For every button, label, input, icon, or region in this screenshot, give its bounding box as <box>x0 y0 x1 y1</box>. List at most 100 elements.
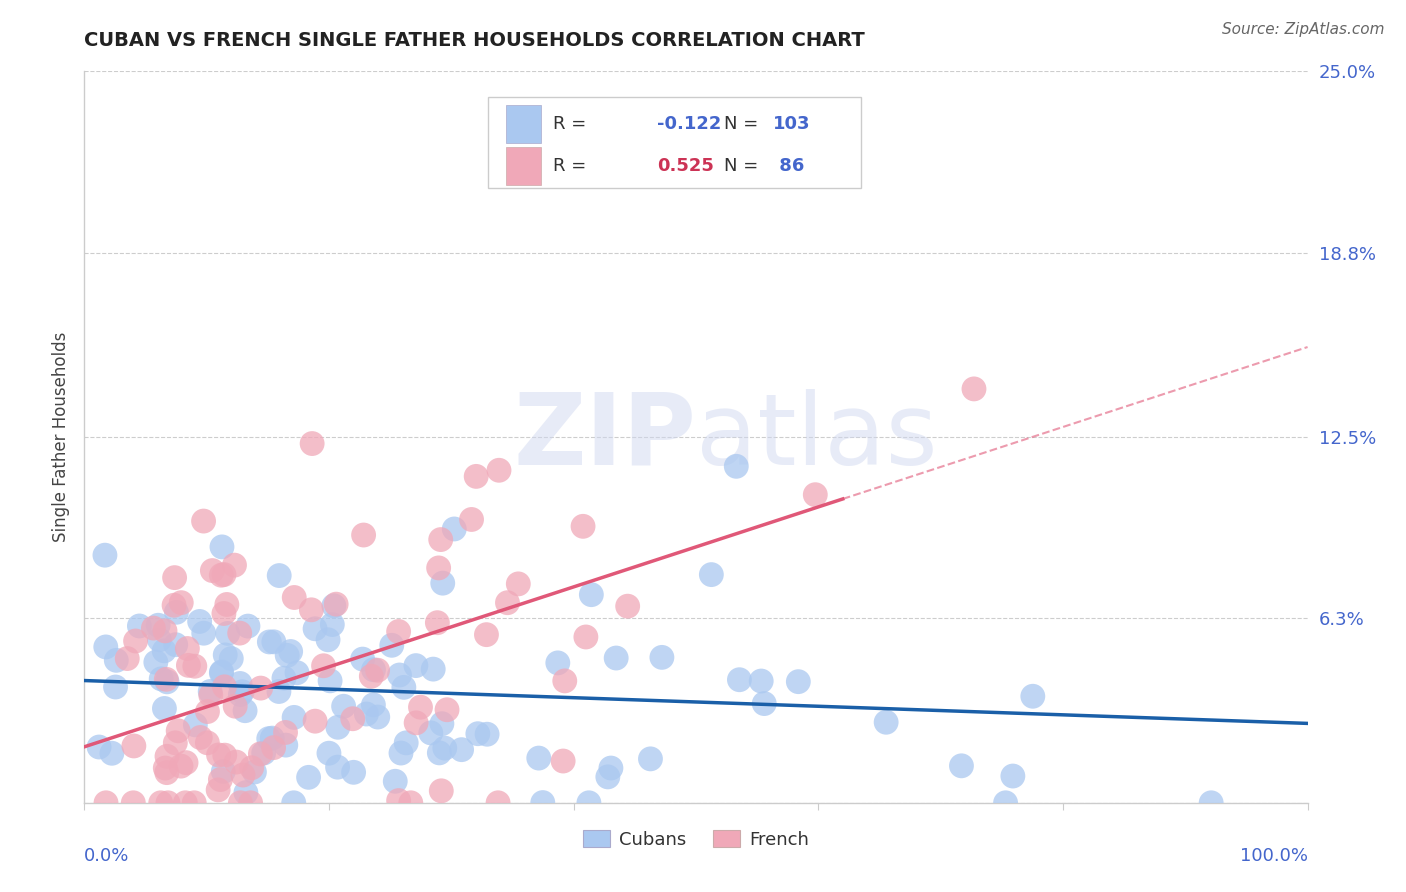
Text: N =: N = <box>724 157 763 175</box>
Point <box>651 650 673 665</box>
Point <box>389 746 412 760</box>
Point <box>875 715 897 730</box>
Point <box>236 619 259 633</box>
Point <box>299 603 322 617</box>
Point <box>259 635 281 649</box>
Point <box>409 700 432 714</box>
Point <box>749 673 772 688</box>
Point <box>176 641 198 656</box>
Point <box>212 607 235 621</box>
Text: 100.0%: 100.0% <box>1240 847 1308 864</box>
Point <box>145 655 167 669</box>
Point <box>304 714 326 728</box>
Point <box>427 561 450 575</box>
Point <box>87 739 110 754</box>
Point <box>388 624 411 639</box>
FancyBboxPatch shape <box>506 105 541 144</box>
Point <box>342 765 364 780</box>
Point <box>700 567 723 582</box>
Point <box>381 638 404 652</box>
Point <box>188 615 211 629</box>
Point <box>155 673 177 687</box>
Point <box>572 519 595 533</box>
Point <box>249 681 271 695</box>
Point <box>211 665 233 679</box>
Point <box>201 564 224 578</box>
Point <box>488 463 510 477</box>
Point <box>195 736 218 750</box>
Point <box>467 727 489 741</box>
FancyBboxPatch shape <box>506 147 541 186</box>
Point <box>950 759 973 773</box>
Point <box>496 596 519 610</box>
Point <box>486 796 509 810</box>
Text: R =: R = <box>553 115 592 133</box>
Point <box>963 382 986 396</box>
Point <box>508 577 530 591</box>
Point <box>332 699 354 714</box>
Point <box>94 640 117 654</box>
Point <box>326 760 349 774</box>
Text: -0.122: -0.122 <box>657 115 721 133</box>
Point <box>163 571 186 585</box>
Point <box>1022 690 1045 704</box>
Point <box>142 621 165 635</box>
Point <box>342 712 364 726</box>
Point <box>285 665 308 680</box>
Point <box>429 533 451 547</box>
Point <box>219 651 242 665</box>
Point <box>575 630 598 644</box>
Point <box>101 746 124 760</box>
Point <box>322 599 344 613</box>
Point <box>465 469 488 483</box>
Point <box>422 662 444 676</box>
Point <box>209 568 232 582</box>
Point <box>274 738 297 752</box>
Point <box>276 648 298 663</box>
Point <box>156 674 179 689</box>
Point <box>426 615 449 630</box>
Point <box>243 764 266 779</box>
Point <box>94 548 117 562</box>
Point <box>249 747 271 761</box>
Point <box>728 673 751 687</box>
Point <box>725 459 748 474</box>
Point <box>531 796 554 810</box>
Point <box>367 710 389 724</box>
Point <box>167 723 190 738</box>
Point <box>163 599 186 613</box>
Point <box>640 752 662 766</box>
Point <box>297 770 319 784</box>
Point <box>232 768 254 782</box>
Point <box>578 796 600 810</box>
Point <box>443 522 465 536</box>
Point <box>197 705 219 719</box>
Point <box>273 671 295 685</box>
Point <box>207 783 229 797</box>
Point <box>553 754 575 768</box>
Point <box>269 568 291 582</box>
Point <box>229 796 252 810</box>
Text: 103: 103 <box>773 115 810 133</box>
Point <box>319 673 342 688</box>
Point <box>184 659 207 673</box>
Point <box>235 786 257 800</box>
Point <box>115 651 138 665</box>
Point <box>384 774 406 789</box>
Point <box>156 749 179 764</box>
Point <box>432 576 454 591</box>
Point <box>419 726 441 740</box>
Point <box>316 632 339 647</box>
Text: 0.0%: 0.0% <box>84 847 129 864</box>
Point <box>225 755 247 769</box>
Point <box>150 672 173 686</box>
Point <box>228 626 250 640</box>
Point <box>214 748 236 763</box>
Point <box>165 638 187 652</box>
Point <box>183 796 205 810</box>
Point <box>399 796 422 810</box>
Point <box>224 558 246 573</box>
Point <box>105 653 128 667</box>
Point <box>253 746 276 760</box>
Point <box>128 619 150 633</box>
